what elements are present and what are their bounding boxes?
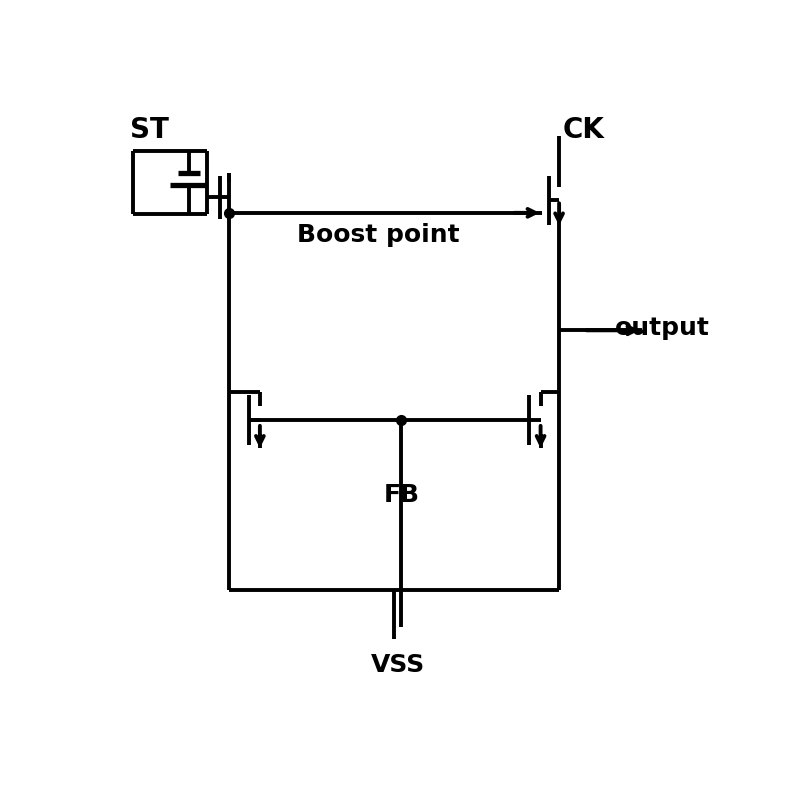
Text: FB: FB — [384, 483, 419, 507]
Text: output: output — [615, 316, 709, 340]
Text: CK: CK — [562, 116, 604, 144]
Text: ST: ST — [131, 116, 170, 144]
Text: VSS: VSS — [371, 652, 425, 676]
Text: Boost point: Boost point — [297, 223, 459, 247]
